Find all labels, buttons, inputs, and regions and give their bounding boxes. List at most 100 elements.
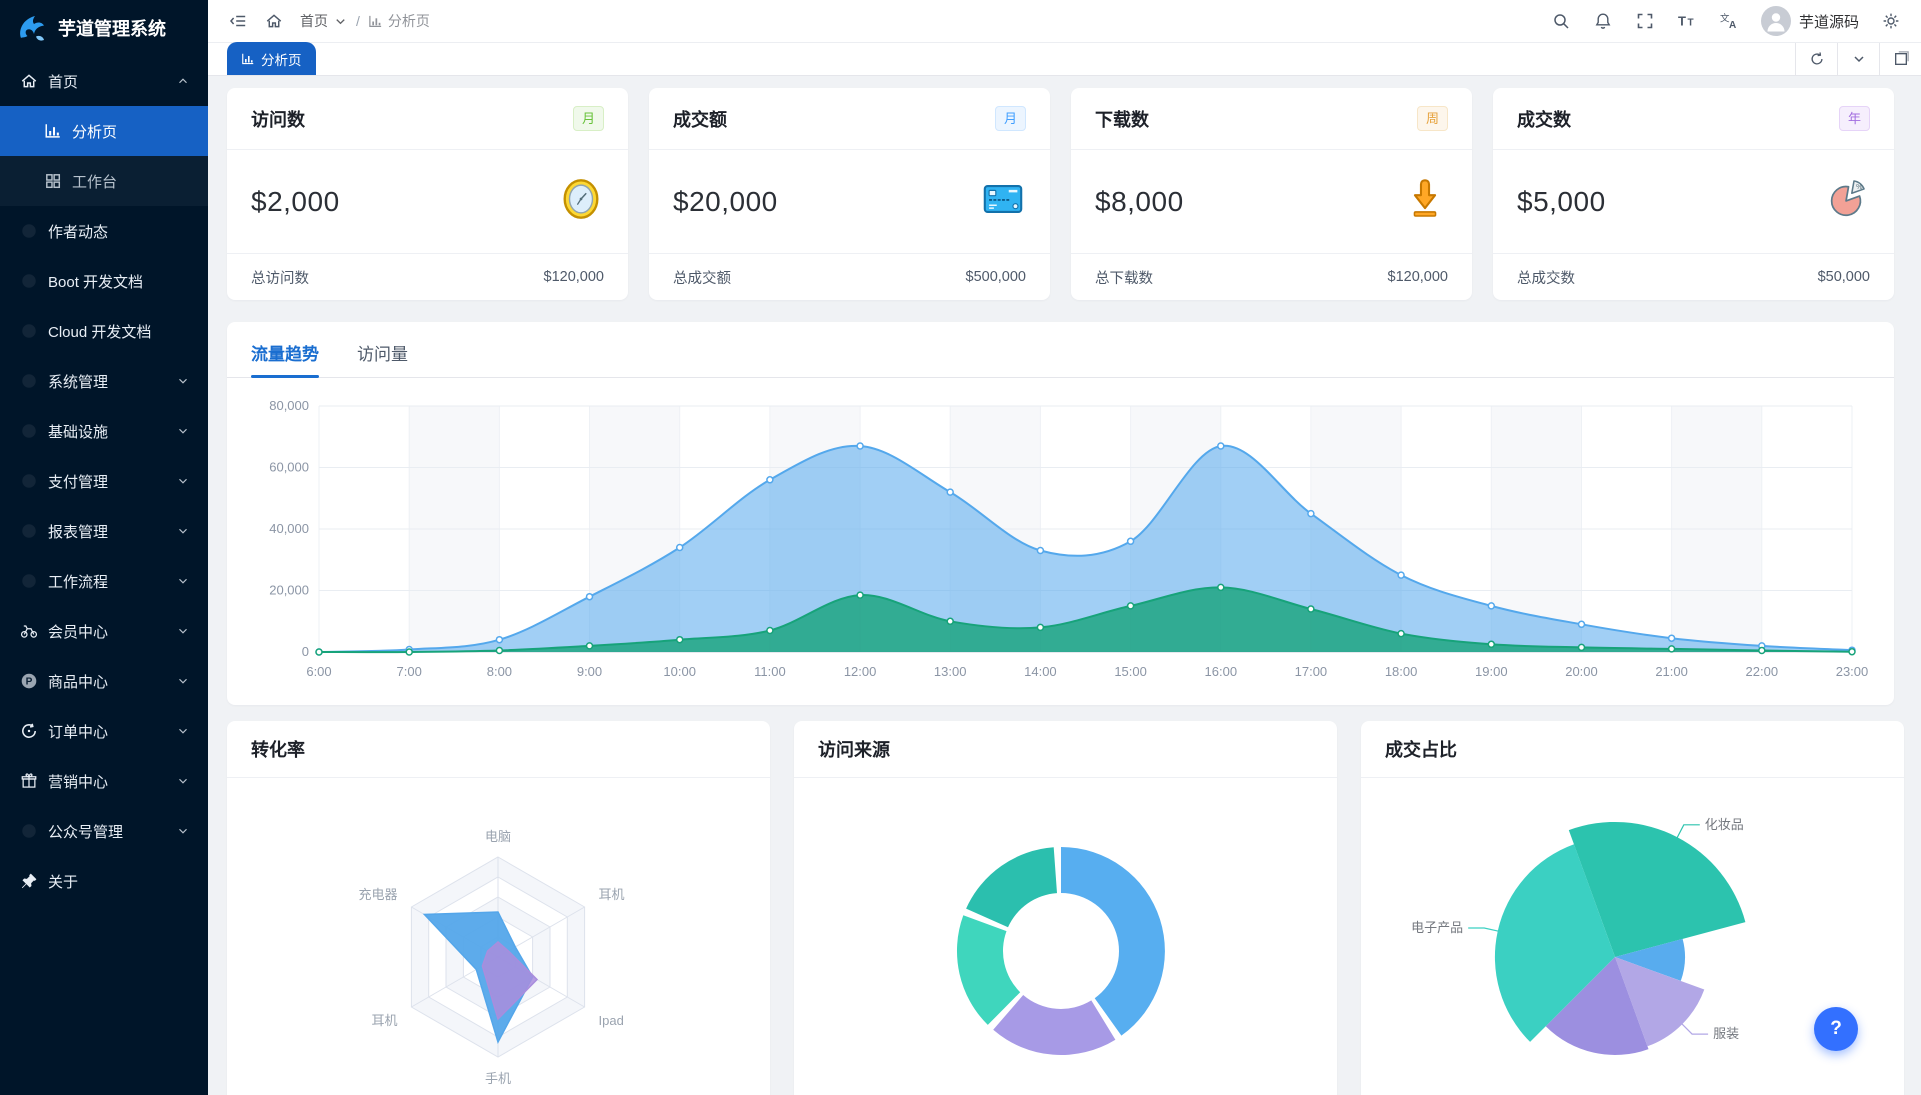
help-button[interactable]: ? xyxy=(1814,1007,1858,1051)
page-content: 访问数 月 $2,000 总访问数 $120,000 成交额 月 $20,000 总成交额 $50… xyxy=(208,76,1921,1095)
chevron-down-icon xyxy=(336,18,345,24)
svg-text:电脑: 电脑 xyxy=(485,829,511,844)
settings-gear-icon[interactable] xyxy=(1881,11,1901,31)
stat-card: 下载数 周 $8,000 总下载数 $120,000 xyxy=(1071,88,1472,300)
svg-text:9:00: 9:00 xyxy=(577,664,602,679)
grid-icon xyxy=(44,172,62,190)
tabs-dropdown-chevron-icon[interactable] xyxy=(1837,43,1879,75)
conversion-radar-chart[interactable]: 电脑 耳机 Ipad 手机 耳机 充电器 xyxy=(227,778,770,1095)
svg-text:8:00: 8:00 xyxy=(487,664,512,679)
sidebar-item[interactable]: P 商品中心 xyxy=(0,656,208,706)
sidebar-item[interactable]: 工作流程 xyxy=(0,556,208,606)
period-badge: 月 xyxy=(994,106,1026,131)
stat-footer-value: $500,000 xyxy=(965,269,1026,285)
period-badge: 月 xyxy=(572,106,604,131)
breadcrumb-home[interactable]: 首页 xyxy=(300,11,348,31)
chevron-down-icon xyxy=(176,474,190,488)
svg-text:22:00: 22:00 xyxy=(1746,664,1779,679)
sidebar-item[interactable]: 报表管理 xyxy=(0,506,208,556)
stat-title: 成交数 xyxy=(1517,109,1571,130)
dot-icon xyxy=(20,372,38,390)
fullscreen-icon[interactable] xyxy=(1635,11,1655,31)
dot-icon xyxy=(20,822,38,840)
traffic-trend-chart[interactable]: 0 20,000 40,000 60,000 80,000 6:00 7:00 8:00 9:0… xyxy=(227,378,1894,697)
search-icon[interactable] xyxy=(1551,11,1571,31)
stat-card: 成交数 年 $5,000% 总成交数 $50,000 xyxy=(1493,88,1894,300)
deal-share-pie-chart[interactable]: 化妆品 服装 电子产品 xyxy=(1361,778,1904,1095)
gift-icon xyxy=(20,772,38,790)
bankcard-icon xyxy=(980,176,1026,227)
user-name: 芋道源码 xyxy=(1798,13,1859,31)
app-logo[interactable]: 芋道管理系统 xyxy=(0,0,208,56)
dot-icon xyxy=(20,272,38,290)
trend-tabs: 流量趋势 访问量 xyxy=(227,322,1894,378)
sidebar-item[interactable]: 作者动态 xyxy=(0,206,208,256)
logo-icon xyxy=(20,16,44,41)
stat-card: 成交额 月 $20,000 总成交额 $500,000 xyxy=(649,88,1050,300)
stat-footer-label: 总访问数 xyxy=(251,270,309,287)
sidebar-menu: 首页 分析页 工作台 作者动态 Boot 开发文档 Cloud 开发文档 系统管理 基础设施支… xyxy=(0,56,208,1095)
sidebar-item[interactable]: 公众号管理 xyxy=(0,806,208,856)
sidebar-item[interactable]: 基础设施 xyxy=(0,406,208,456)
user-menu[interactable]: 芋道源码 xyxy=(1760,6,1859,36)
sidebar-item[interactable]: 订单中心 xyxy=(0,706,208,756)
svg-text:13:00: 13:00 xyxy=(934,664,967,679)
refresh-icon[interactable] xyxy=(1795,43,1837,75)
sidebar-subitem[interactable]: 分析页 xyxy=(0,106,208,156)
sidebar-item[interactable]: 会员中心 xyxy=(0,606,208,656)
svg-text:20:00: 20:00 xyxy=(1565,664,1598,679)
chevron-down-icon xyxy=(176,574,190,588)
bottom-cards-row: 转化率 电脑 耳机 Ipad 手机 耳机 充电器 访问来源 成交占比 化妆品 服装 电子产品 xyxy=(227,721,1904,1095)
sidebar-subitem[interactable]: 工作台 xyxy=(0,156,208,206)
period-badge: 周 xyxy=(1416,106,1448,131)
svg-text:40,000: 40,000 xyxy=(269,521,309,536)
svg-text:12:00: 12:00 xyxy=(844,664,877,679)
sidebar-item[interactable]: 支付管理 xyxy=(0,456,208,506)
conversion-rate-card: 转化率 电脑 耳机 Ipad 手机 耳机 充电器 xyxy=(227,721,770,1095)
stat-value: $20,000 xyxy=(673,185,778,217)
maximize-icon[interactable] xyxy=(1879,43,1921,75)
tab-traffic-trend[interactable]: 流量趋势 xyxy=(251,322,319,378)
product-icon: P xyxy=(20,672,38,690)
app-title: 芋道管理系统 xyxy=(58,19,166,39)
svg-text:P: P xyxy=(26,677,33,688)
download-icon xyxy=(1402,176,1448,227)
stat-value: $5,000 xyxy=(1517,185,1606,217)
period-badge: 年 xyxy=(1838,106,1870,131)
sidebar-item[interactable]: Boot 开发文档 xyxy=(0,256,208,306)
dot-icon xyxy=(20,222,38,240)
sidebar-item[interactable]: 系统管理 xyxy=(0,356,208,406)
svg-text:手机: 手机 xyxy=(485,1071,511,1086)
svg-text:耳机: 耳机 xyxy=(599,887,625,902)
stat-cards-row: 访问数 月 $2,000 总访问数 $120,000 成交额 月 $20,000 总成交额 $50… xyxy=(227,88,1894,300)
svg-text:服装: 服装 xyxy=(1713,1026,1739,1041)
bike-icon xyxy=(20,622,38,640)
chevron-down-icon xyxy=(176,724,190,738)
visit-source-donut-chart[interactable] xyxy=(794,778,1337,1095)
svg-text:17:00: 17:00 xyxy=(1295,664,1328,679)
svg-text:文: 文 xyxy=(1720,13,1730,25)
tags-bar: 分析页 xyxy=(208,42,1921,76)
sidebar-item[interactable]: 关于 xyxy=(0,856,208,906)
svg-text:电子产品: 电子产品 xyxy=(1411,920,1463,935)
tab-analysis-page[interactable]: 分析页 xyxy=(227,42,316,75)
breadcrumb-home-icon[interactable] xyxy=(264,11,284,31)
pie-icon: % xyxy=(1824,176,1870,227)
sidebar-item[interactable]: 首页 xyxy=(0,56,208,106)
svg-text:7:00: 7:00 xyxy=(397,664,422,679)
stat-value: $8,000 xyxy=(1095,185,1184,217)
svg-text:20,000: 20,000 xyxy=(269,583,309,598)
notification-bell-icon[interactable] xyxy=(1593,11,1613,31)
svg-text:14:00: 14:00 xyxy=(1024,664,1057,679)
sidebar-collapse-icon[interactable] xyxy=(228,11,248,31)
sidebar-item[interactable]: Cloud 开发文档 xyxy=(0,306,208,356)
sidebar-item[interactable]: 营销中心 xyxy=(0,756,208,806)
tab-visit-volume[interactable]: 访问量 xyxy=(357,345,408,364)
svg-text:T: T xyxy=(1678,14,1686,29)
svg-text:15:00: 15:00 xyxy=(1114,664,1147,679)
svg-text:耳机: 耳机 xyxy=(371,1013,397,1028)
